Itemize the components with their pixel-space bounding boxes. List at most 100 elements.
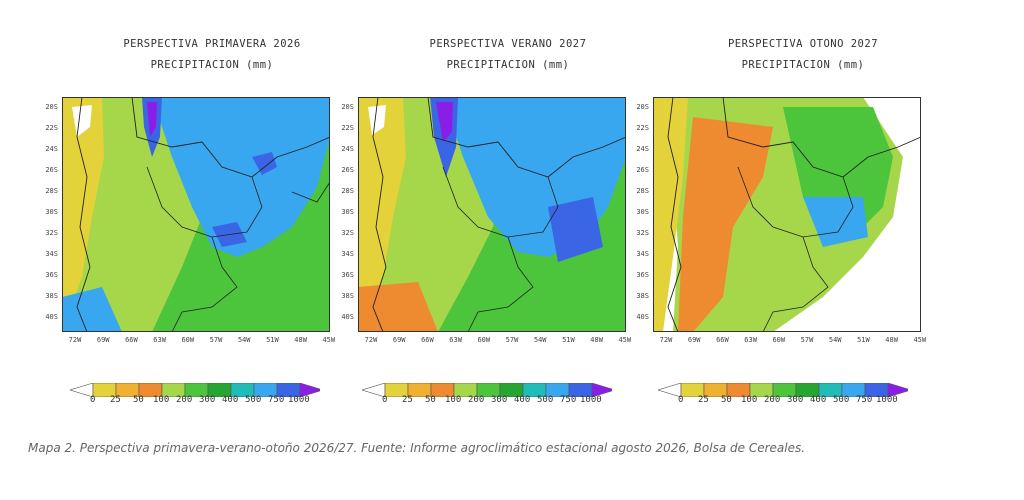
longitude-tick-label: 45W <box>913 336 927 344</box>
latitude-tick-label: 36S <box>45 271 58 279</box>
longitude-tick-label: 69W <box>392 336 406 344</box>
longitude-tick-label: 45W <box>322 336 336 344</box>
longitude-tick-label: 57W <box>505 336 519 344</box>
colorbar-tick-label: 400 <box>222 395 239 405</box>
latitude-tick-label: 36S <box>341 271 354 279</box>
latitude-tick-label: 26S <box>341 166 354 174</box>
latitude-tick-label: 34S <box>341 250 354 258</box>
longitude-tick-label: 54W <box>533 336 547 344</box>
panel-subtitle: PRECIPITACION (mm) <box>741 59 865 71</box>
figure-caption: Mapa 2. Perspectiva primavera-verano-oto… <box>28 441 806 455</box>
longitude-tick-label: 66W <box>125 336 138 344</box>
colorbar-tick-label: 25 <box>402 395 413 405</box>
latitude-tick-label: 38S <box>636 292 649 300</box>
colorbar-tick-label: 1000 <box>876 395 898 405</box>
longitude-tick-label: 48W <box>294 336 307 344</box>
latitude-tick-label: 20S <box>341 103 354 111</box>
colorbar-tick-label: 200 <box>764 395 781 405</box>
longitude-tick-label: 51W <box>266 336 279 344</box>
colorbar-tick-label: 750 <box>856 395 873 405</box>
longitude-tick-label: 48W <box>885 336 898 344</box>
panel-subtitle: PRECIPITACION (mm) <box>150 59 274 71</box>
colorbar-tick-label: 100 <box>445 395 462 405</box>
colorbar-tick-label: 300 <box>491 395 508 405</box>
latitude-tick-label: 22S <box>45 124 58 132</box>
colorbar-tick-label: 300 <box>199 395 216 405</box>
latitude-tick-label: 30S <box>45 208 58 216</box>
longitude-tick-label: 63W <box>153 336 166 344</box>
latitude-tick-label: 20S <box>45 103 58 111</box>
longitude-tick-label: 60W <box>181 336 195 344</box>
colorbar-tick-label: 400 <box>514 395 531 405</box>
precipitation-map-otono <box>653 97 921 332</box>
latitude-tick-label: 26S <box>45 166 58 174</box>
longitude-tick-label: 63W <box>744 336 757 344</box>
latitude-tick-label: 28S <box>636 187 649 195</box>
colorbar <box>656 382 913 398</box>
latitude-tick-label: 36S <box>636 271 649 279</box>
colorbar-tick-label: 25 <box>110 395 121 405</box>
colorbar-tick-label: 500 <box>245 395 262 405</box>
longitude-tick-label: 45W <box>618 336 632 344</box>
colorbar <box>68 382 325 398</box>
longitude-tick-label: 48W <box>590 336 603 344</box>
longitude-tick-label: 57W <box>800 336 814 344</box>
colorbar-tick-label: 750 <box>560 395 577 405</box>
colorbar-tick-label: 50 <box>133 395 144 405</box>
latitude-tick-label: 38S <box>341 292 354 300</box>
longitude-tick-label: 72W <box>659 336 673 344</box>
latitude-tick-label: 28S <box>45 187 58 195</box>
latitude-tick-label: 26S <box>636 166 649 174</box>
latitude-tick-label: 34S <box>636 250 649 258</box>
colorbar-tick-label: 400 <box>810 395 827 405</box>
panel-title: PERSPECTIVA VERANO 2027 <box>429 38 587 50</box>
colorbar-tick-label: 100 <box>153 395 170 405</box>
longitude-tick-label: 72W <box>68 336 82 344</box>
latitude-tick-label: 40S <box>636 313 649 321</box>
colorbar-tick-label: 50 <box>721 395 732 405</box>
colorbar-tick-label: 100 <box>741 395 758 405</box>
colorbar-tick-label: 0 <box>678 395 684 405</box>
latitude-tick-label: 20S <box>636 103 649 111</box>
longitude-tick-label: 66W <box>421 336 434 344</box>
colorbar-tick-label: 1000 <box>288 395 310 405</box>
latitude-tick-label: 32S <box>45 229 58 237</box>
colorbar-segment <box>887 382 913 398</box>
panel-otono: PERSPECTIVA OTONO 2027 PRECIPITACION (mm… <box>653 0 953 420</box>
longitude-tick-label: 72W <box>364 336 378 344</box>
longitude-tick-label: 57W <box>209 336 223 344</box>
longitude-tick-label: 54W <box>237 336 251 344</box>
latitude-tick-label: 32S <box>636 229 649 237</box>
latitude-tick-label: 40S <box>45 313 58 321</box>
colorbar-segment <box>591 382 617 398</box>
panel-primavera: PERSPECTIVA PRIMAVERA 2026 PRECIPITACION… <box>62 0 362 420</box>
latitude-tick-label: 34S <box>45 250 58 258</box>
latitude-tick-label: 24S <box>341 145 354 153</box>
longitude-tick-label: 69W <box>687 336 701 344</box>
longitude-tick-label: 60W <box>772 336 786 344</box>
longitude-tick-label: 66W <box>716 336 729 344</box>
latitude-tick-label: 40S <box>341 313 354 321</box>
longitude-tick-label: 69W <box>96 336 110 344</box>
longitude-tick-label: 60W <box>477 336 491 344</box>
colorbar-tick-label: 200 <box>468 395 485 405</box>
colorbar-tick-label: 50 <box>425 395 436 405</box>
colorbar-tick-label: 0 <box>382 395 388 405</box>
colorbar-tick-label: 200 <box>176 395 193 405</box>
latitude-tick-label: 38S <box>45 292 58 300</box>
colorbar-tick-label: 25 <box>698 395 709 405</box>
colorbar-tick-label: 300 <box>787 395 804 405</box>
longitude-tick-label: 54W <box>828 336 842 344</box>
colorbar-tick-label: 500 <box>833 395 850 405</box>
precipitation-map-verano <box>358 97 626 332</box>
panel-title: PERSPECTIVA PRIMAVERA 2026 <box>123 38 301 50</box>
latitude-tick-label: 24S <box>636 145 649 153</box>
latitude-tick-label: 22S <box>341 124 354 132</box>
colorbar-tick-label: 0 <box>90 395 96 405</box>
longitude-tick-label: 51W <box>562 336 575 344</box>
precipitation-map-primavera <box>62 97 330 332</box>
longitude-tick-label: 63W <box>449 336 462 344</box>
latitude-tick-label: 32S <box>341 229 354 237</box>
colorbar-tick-label: 750 <box>268 395 285 405</box>
colorbar-tick-label: 500 <box>537 395 554 405</box>
